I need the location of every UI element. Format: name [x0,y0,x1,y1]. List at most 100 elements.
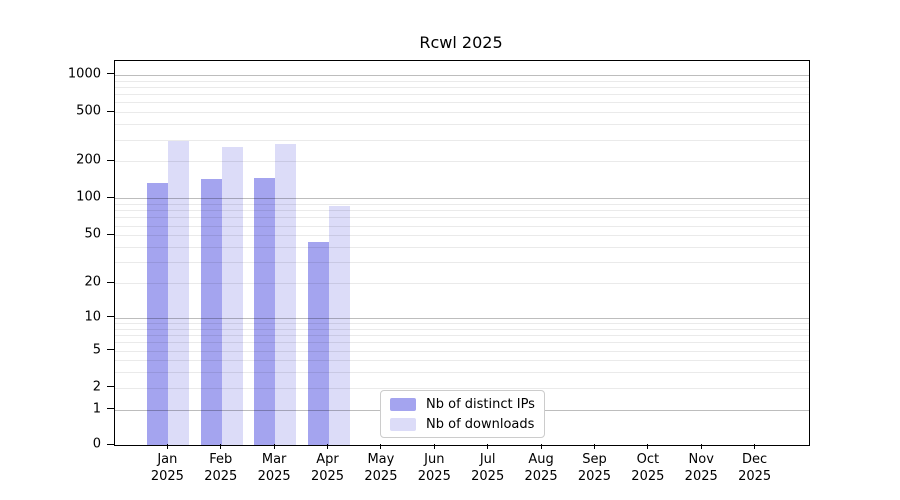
gridline-minor [115,112,809,114]
gridline-major [115,74,809,76]
gridline-minor [115,94,809,96]
x-tick-label-line: Apr [316,452,339,467]
x-tick-label-line: Oct [636,452,660,467]
y-tick-mark [107,349,114,350]
gridline-minor [115,387,809,389]
gridline-minor [115,225,809,227]
legend-swatch-distinct-ips [390,397,416,411]
x-tick-mark [754,444,756,449]
y-tick-mark [107,386,114,388]
x-tick-mark [700,444,702,449]
x-tick-label-line: 2025 [310,469,345,484]
x-tick-label: Apr 2025 [288,451,368,485]
legend-item-downloads: Nb of downloads [381,417,544,432]
gridline-minor [115,217,809,219]
y-tick-label: 0 [92,436,101,452]
x-tick-label-line: Feb [209,452,233,467]
y-tick-label: 500 [76,103,101,119]
x-tick-label-line: 2025 [684,469,718,484]
gridline-minor [115,323,809,324]
x-tick-label: Jun 2025 [394,451,474,485]
bar-downloads-jan [168,141,190,445]
legend-swatch-downloads [390,417,416,431]
gridline-minor [115,124,809,126]
legend-label-downloads: Nb of downloads [426,416,535,432]
x-tick-label-line: 2025 [577,469,611,484]
y-tick-mark [107,233,114,235]
x-tick-label-line: 2025 [417,469,451,484]
gridline-minor [115,210,809,212]
x-tick-mark [273,444,275,449]
bar-downloads-apr [328,206,350,445]
x-tick-label-line: Sep [582,452,607,467]
y-tick-label: 200 [76,152,101,168]
x-tick-mark [433,444,435,449]
x-tick-label: Feb 2025 [181,451,261,485]
x-tick-label-line: 2025 [204,469,238,484]
gridline-minor [115,80,809,82]
y-tick-mark [107,316,114,318]
y-tick-label: 50 [84,226,101,242]
x-tick-label: Aug 2025 [501,451,581,485]
gridline-minor [115,342,809,344]
x-tick-label-line: Nov [688,452,714,467]
x-tick-label-line: Aug [528,452,554,467]
x-tick-label: Nov 2025 [661,451,741,485]
gridline-minor [115,86,809,88]
gridline-minor [115,328,809,330]
x-tick-mark [166,444,168,449]
y-tick-label: 1 [92,401,101,417]
x-tick-label: Jul 2025 [448,451,528,485]
x-tick-label-line: Jul [479,452,496,467]
gridline-minor [115,235,809,237]
x-tick-mark [220,444,222,449]
y-tick-mark [107,73,114,75]
y-tick-mark [107,408,114,410]
legend-label-distinct-ips: Nb of distinct IPs [426,396,535,412]
x-tick-label-line: 2025 [257,469,291,484]
bar-distinct-ips-feb [200,179,222,445]
gridline-minor [115,350,809,352]
bar-downloads-feb [221,147,243,445]
gridline-minor [115,247,809,248]
gridline-major [115,317,809,319]
x-tick-label-line: May [367,452,395,467]
x-tick-label-line: 2025 [471,469,505,484]
x-tick-label-line: Jan [157,452,178,467]
bar-distinct-ips-jan [147,183,169,445]
gridline-minor [115,360,809,362]
bar-downloads-mar [275,144,297,445]
y-tick-label: 100 [76,189,101,205]
gridline-minor [115,102,809,104]
bar-distinct-ips-mar [254,178,276,445]
x-tick-label-line: 2025 [524,469,558,484]
x-tick-label: Dec 2025 [715,451,795,485]
x-tick-label: Mar 2025 [234,451,314,485]
x-tick-label-line: 2025 [150,469,184,484]
x-tick-mark [327,444,329,449]
gridline-minor [115,283,809,285]
y-tick-label: 5 [92,342,101,357]
legend: Nb of distinct IPs Nb of downloads [380,390,545,438]
x-tick-mark [487,444,489,449]
x-tick-label-line: 2025 [738,469,772,484]
y-tick-label: 1000 [67,66,101,82]
legend-item-distinct-ips: Nb of distinct IPs [381,397,544,412]
x-tick-label-line: 2025 [364,469,398,484]
x-tick-mark [540,444,542,449]
x-tick-label: Sep 2025 [554,451,634,485]
plot-area [114,60,810,446]
y-tick-label: 10 [84,309,101,325]
gridline-minor [115,335,809,337]
x-tick-label: May 2025 [341,451,421,485]
chart-title: Rcwl 2025 [419,33,503,52]
y-tick-mark [107,159,114,161]
x-tick-mark [593,444,595,449]
y-tick-mark [107,443,114,445]
x-tick-mark [380,444,382,449]
gridline-minor [115,262,809,264]
gridline-minor [115,139,809,141]
y-tick-mark [107,110,114,112]
x-tick-label: Oct 2025 [608,451,688,485]
